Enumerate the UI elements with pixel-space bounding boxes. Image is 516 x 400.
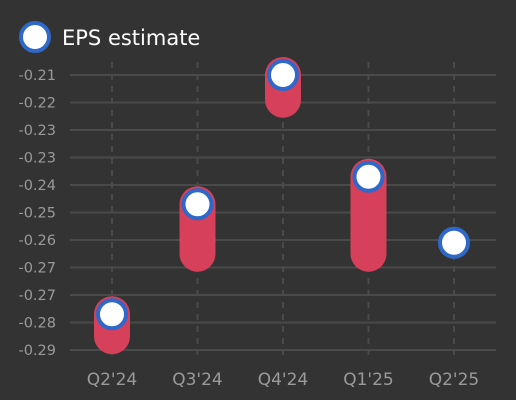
legend-marker — [19, 21, 51, 53]
eps-markers — [96, 59, 470, 331]
y-tick-label: -0.25 — [18, 206, 56, 222]
legend: EPS estimate — [19, 21, 200, 53]
x-tick-label: Q4'24 — [258, 370, 309, 390]
y-tick-label: -0.23 — [18, 151, 56, 167]
y-axis: -0.21 -0.22 -0.23 -0.23 -0.24 -0.25 -0.26 -0.27… — [18, 68, 56, 359]
y-tick-label: -0.24 — [18, 178, 56, 194]
eps-estimate-point[interactable] — [267, 59, 299, 91]
y-tick-label: -0.28 — [18, 316, 56, 332]
eps-estimate-point[interactable] — [181, 188, 214, 221]
y-tick-label: -0.29 — [18, 343, 56, 359]
y-tick-label: -0.21 — [18, 68, 56, 84]
y-tick-label: -0.23 — [18, 123, 56, 139]
x-axis: Q2'24 Q3'24 Q4'24 Q1'25 Q2'25 — [87, 370, 480, 390]
legend-label: EPS estimate — [62, 26, 200, 50]
y-tick-label: -0.27 — [18, 288, 56, 304]
x-tick-label: Q2'25 — [429, 370, 480, 390]
y-tick-label: -0.26 — [18, 233, 56, 249]
eps-estimate-point[interactable] — [352, 160, 385, 193]
eps-estimate-point[interactable] — [438, 226, 470, 259]
x-tick-label: Q3'24 — [172, 370, 223, 390]
x-tick-label: Q1'25 — [343, 370, 394, 390]
eps-estimate-point[interactable] — [96, 298, 128, 331]
y-tick-label: -0.27 — [18, 261, 56, 277]
x-tick-label: Q2'24 — [87, 370, 138, 390]
y-tick-label: -0.22 — [18, 96, 56, 112]
